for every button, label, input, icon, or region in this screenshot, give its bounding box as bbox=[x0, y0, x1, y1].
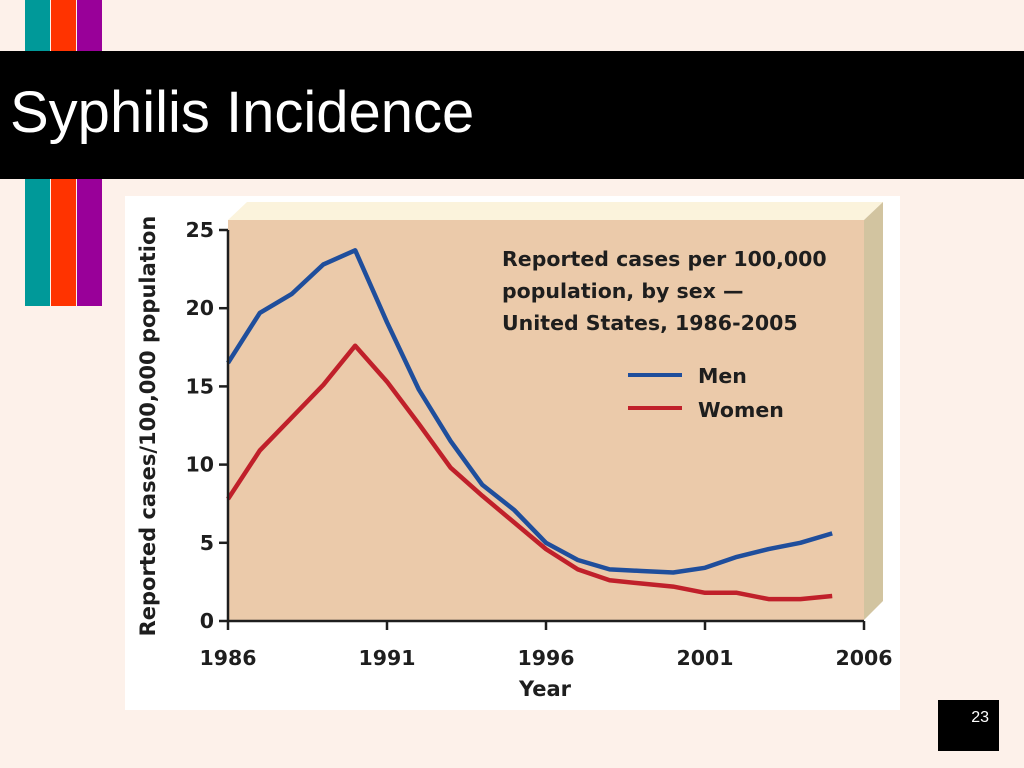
decor-stripe-red bbox=[51, 0, 76, 51]
chart-title-line-3: United States, 1986-2005 bbox=[502, 311, 798, 335]
plot-panel-side bbox=[864, 202, 883, 620]
slide-title: Syphilis Incidence bbox=[10, 80, 475, 145]
y-tick-label: 10 bbox=[185, 453, 214, 477]
decor-stripe-purple bbox=[77, 0, 102, 51]
x-tick-label: 1996 bbox=[517, 646, 574, 670]
ticks-layer: 0 5 10 15 20 25 1986 1991 1996 2001 2006 bbox=[185, 218, 892, 670]
page-number: 23 bbox=[938, 700, 999, 751]
legend-label-men: Men bbox=[698, 364, 747, 388]
y-axis-label: Reported cases/100,000 population bbox=[136, 216, 160, 637]
decor-stripe-red-lower bbox=[51, 179, 76, 306]
x-tick-label: 2006 bbox=[835, 646, 892, 670]
series-layer bbox=[226, 248, 833, 602]
chart-title-line-1: Reported cases per 100,000 bbox=[502, 247, 827, 271]
decor-stripe-teal-lower bbox=[25, 179, 50, 306]
x-tick-label: 1986 bbox=[199, 646, 256, 670]
y-tick-label: 20 bbox=[185, 296, 214, 320]
legend-label-women: Women bbox=[698, 398, 784, 422]
y-tick-label: 0 bbox=[200, 609, 214, 633]
series-line-women bbox=[226, 343, 833, 602]
x-tick-label: 1991 bbox=[358, 646, 415, 670]
chart-title-line-2: population, by sex — bbox=[502, 279, 743, 303]
decor-stripe-purple-lower bbox=[77, 179, 102, 306]
x-axis-label: Year bbox=[518, 677, 572, 701]
title-bar bbox=[0, 51, 1024, 179]
decor-stripe-teal bbox=[25, 0, 50, 51]
line-chart: 0 5 10 15 20 25 1986 1991 1996 2001 2006 Year Repo… bbox=[136, 202, 893, 701]
series-line-men bbox=[226, 248, 833, 575]
plot-panel-top bbox=[228, 202, 883, 220]
chart-figure: 0 5 10 15 20 25 1986 1991 1996 2001 2006 Year Repo… bbox=[125, 196, 900, 710]
y-tick-label: 25 bbox=[185, 218, 214, 242]
y-tick-label: 15 bbox=[185, 374, 214, 398]
y-tick-label: 5 bbox=[200, 531, 214, 555]
x-tick-label: 2001 bbox=[676, 646, 733, 670]
